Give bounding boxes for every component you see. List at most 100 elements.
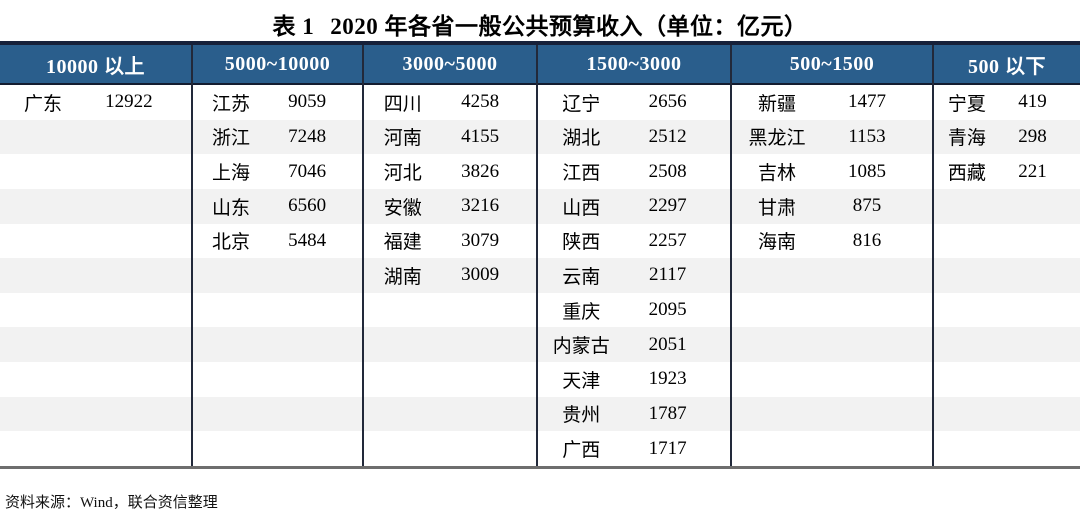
table-cell bbox=[364, 362, 536, 397]
province-name: 云南 bbox=[562, 266, 601, 288]
table-cell: 黑龙江 1153 bbox=[732, 119, 932, 155]
column-cells: 新疆 1477 黑龙江 1153 吉林 1085 甘肃 875 海南 816 bbox=[732, 85, 932, 466]
province-name: 福建 bbox=[383, 232, 422, 254]
province-value: 5484 bbox=[288, 229, 327, 251]
province-value: 2095 bbox=[648, 299, 687, 321]
province-value: 875 bbox=[852, 195, 882, 217]
table-cell bbox=[0, 431, 191, 466]
budget-revenue-table: 10000 以上 广东 12922 5000~10000 江苏 9059 浙江 7248… bbox=[0, 41, 1080, 469]
column-group-5000-10000: 5000~10000 江苏 9059 浙江 7248 上海 7046 山东 6560 北京 548… bbox=[191, 45, 362, 466]
column-group-1500-3000: 1500~3000 辽宁 2656 湖北 2512 江西 2508 山西 2297 陕西 2257… bbox=[536, 45, 730, 466]
province-value: 2656 bbox=[648, 91, 687, 113]
table-cell bbox=[193, 396, 362, 432]
column-group-above-10000: 10000 以上 广东 12922 bbox=[0, 45, 191, 466]
province-name: 内蒙古 bbox=[552, 336, 610, 358]
column-cells: 辽宁 2656 湖北 2512 江西 2508 山西 2297 陕西 2257 云南 2117 重庆 20… bbox=[538, 85, 730, 466]
table-cell: 新疆 1477 bbox=[732, 85, 932, 120]
province-value: 7248 bbox=[288, 125, 327, 147]
table-cell: 北京 5484 bbox=[193, 223, 362, 259]
province-value: 2508 bbox=[648, 160, 687, 182]
column-header: 1500~3000 bbox=[538, 45, 730, 85]
table-cell bbox=[732, 292, 932, 328]
table-cell bbox=[934, 258, 1080, 293]
table-cell bbox=[0, 119, 191, 155]
table-cell: 河北 3826 bbox=[364, 154, 536, 189]
province-name: 吉林 bbox=[757, 163, 796, 185]
province-name: 青海 bbox=[947, 128, 986, 150]
table-cell bbox=[0, 154, 191, 189]
province-value: 3009 bbox=[461, 264, 500, 286]
province-name: 上海 bbox=[212, 163, 251, 185]
province-value: 1923 bbox=[648, 368, 687, 390]
province-value: 816 bbox=[852, 229, 882, 251]
column-group-500-1500: 500~1500 新疆 1477 黑龙江 1153 吉林 1085 甘肃 875 海南 816 bbox=[730, 45, 932, 466]
table-cell: 贵州 1787 bbox=[538, 396, 730, 432]
province-name: 甘肃 bbox=[757, 197, 796, 219]
province-value: 1153 bbox=[848, 125, 886, 147]
table-cell: 辽宁 2656 bbox=[538, 85, 730, 120]
province-name: 山东 bbox=[212, 197, 251, 219]
province-name: 天津 bbox=[562, 370, 601, 392]
province-name: 辽宁 bbox=[562, 93, 601, 115]
table-cell: 江西 2508 bbox=[538, 154, 730, 189]
province-name: 新疆 bbox=[757, 93, 796, 115]
province-value: 6560 bbox=[288, 195, 327, 217]
province-value: 12922 bbox=[105, 91, 153, 113]
table-cell bbox=[364, 431, 536, 466]
table-cell: 上海 7046 bbox=[193, 154, 362, 189]
province-value: 1717 bbox=[648, 437, 687, 459]
province-name: 山西 bbox=[562, 197, 601, 219]
table-title-text: 2020 年各省一般公共预算收入（单位：亿元） bbox=[330, 14, 808, 39]
table-cell bbox=[0, 327, 191, 362]
province-value: 9059 bbox=[288, 91, 327, 113]
table-cell: 陕西 2257 bbox=[538, 223, 730, 259]
column-cells: 江苏 9059 浙江 7248 上海 7046 山东 6560 北京 5484 bbox=[193, 85, 362, 466]
table-cell: 广西 1717 bbox=[538, 431, 730, 466]
table-cell bbox=[193, 258, 362, 293]
province-name: 湖北 bbox=[562, 128, 601, 150]
table-cell bbox=[193, 292, 362, 328]
province-value: 419 bbox=[1018, 91, 1047, 113]
province-name: 河北 bbox=[383, 163, 422, 185]
table-cell bbox=[732, 258, 932, 293]
column-header: 10000 以上 bbox=[0, 45, 191, 85]
province-value: 3826 bbox=[461, 160, 500, 182]
table-cell: 天津 1923 bbox=[538, 362, 730, 397]
data-source-note: 资料来源：Wind，联合资信整理 bbox=[5, 494, 218, 511]
table-cell: 四川 4258 bbox=[364, 85, 536, 120]
province-name: 广西 bbox=[562, 440, 601, 462]
province-value: 1477 bbox=[848, 91, 886, 113]
province-name: 黑龙江 bbox=[748, 128, 806, 150]
table-cell bbox=[732, 362, 932, 397]
table-cell: 吉林 1085 bbox=[732, 154, 932, 189]
province-name: 海南 bbox=[757, 232, 796, 254]
table-cell: 湖北 2512 bbox=[538, 119, 730, 155]
table-cell bbox=[934, 327, 1080, 362]
column-group-3000-5000: 3000~5000 四川 4258 河南 4155 河北 3826 安徽 3216 福建 3079… bbox=[362, 45, 536, 466]
column-cells: 四川 4258 河南 4155 河北 3826 安徽 3216 福建 3079 湖南 3009 bbox=[364, 85, 536, 466]
column-header: 500~1500 bbox=[732, 45, 932, 85]
province-value: 4258 bbox=[461, 91, 500, 113]
column-header: 3000~5000 bbox=[364, 45, 536, 85]
table-cell bbox=[364, 327, 536, 362]
table-cell: 云南 2117 bbox=[538, 258, 730, 293]
table-cell bbox=[732, 431, 932, 466]
province-value: 2117 bbox=[648, 264, 687, 286]
province-name: 贵州 bbox=[562, 405, 601, 427]
province-value: 2297 bbox=[648, 195, 687, 217]
table-cell bbox=[364, 396, 536, 432]
table-cell: 宁夏 419 bbox=[934, 85, 1080, 120]
table-cell bbox=[0, 258, 191, 293]
table-cell bbox=[934, 292, 1080, 328]
table-cell: 浙江 7248 bbox=[193, 119, 362, 155]
province-name: 广东 bbox=[23, 93, 62, 115]
province-value: 3216 bbox=[461, 195, 500, 217]
table-cell bbox=[732, 327, 932, 362]
column-header: 500 以下 bbox=[934, 45, 1080, 85]
table-cell bbox=[934, 188, 1080, 224]
province-value: 4155 bbox=[461, 125, 500, 147]
table-cell: 湖南 3009 bbox=[364, 258, 536, 293]
province-name: 北京 bbox=[212, 232, 251, 254]
province-name: 四川 bbox=[383, 93, 422, 115]
